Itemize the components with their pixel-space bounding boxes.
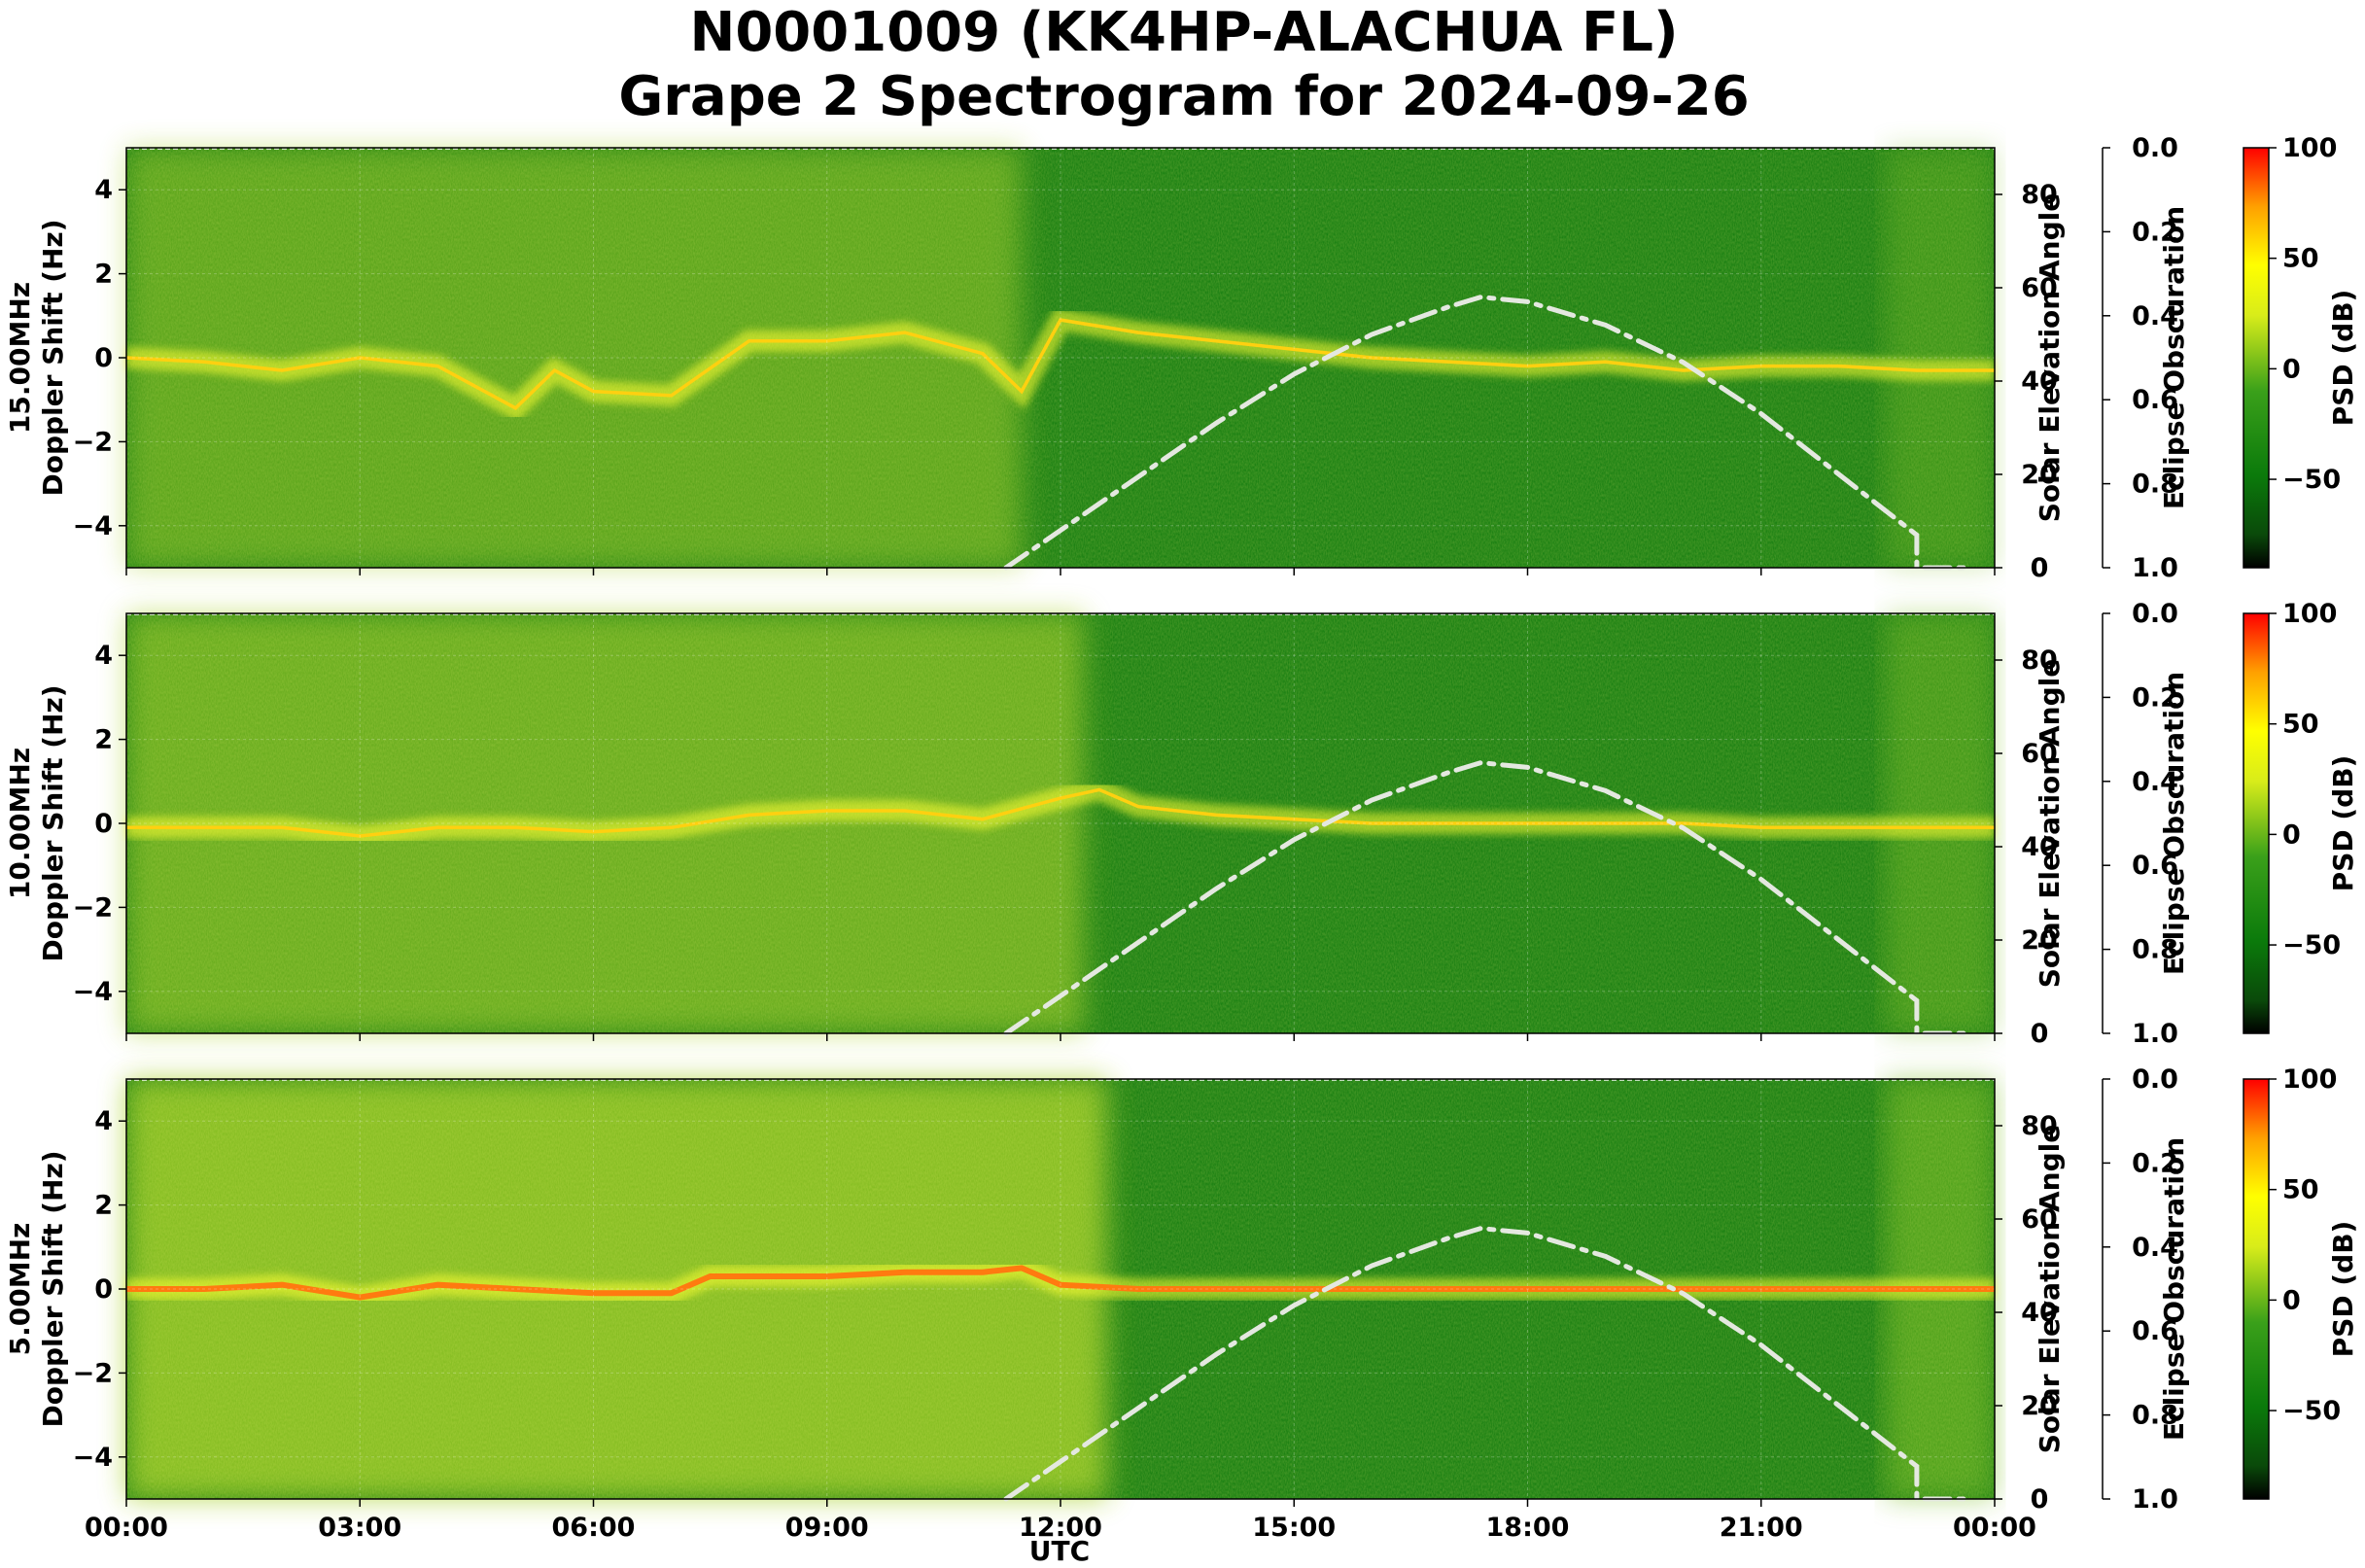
colorbar [2243,1078,2270,1500]
eclipse-tick-label: 0.4 [2132,1233,2178,1263]
colorbar-tick-label: 0 [2282,819,2301,850]
colorbar [2243,147,2270,569]
solar-tick-label: 0 [2031,1484,2049,1515]
x-tick-label: 21:00 [1720,1513,1803,1543]
y-tick-label: 0 [94,343,113,373]
y-tick-label: −2 [73,427,113,457]
eclipse-tick-label: 0.0 [2132,133,2178,163]
solar-elevation-curve [1003,760,1966,1036]
eclipse-tick-label: 0.8 [2132,470,2178,500]
solar-elevation-curve [1003,295,1966,571]
x-tick-label: 00:00 [1953,1513,2036,1543]
x-tick-label: 18:00 [1486,1513,1570,1543]
eclipse-tick-label: 0.6 [2132,385,2178,415]
solar-tick-label: 80 [2021,645,2058,676]
y-axis-label-frequency: 5.00MHz [4,1223,36,1356]
colorbar-tick-label: 0 [2282,354,2301,384]
eclipse-tick-label: 0.2 [2132,217,2178,247]
y-tick-label: −4 [73,511,113,541]
y-tick-label: −2 [73,892,113,923]
chart-title-line2: Grape 2 Spectrogram for 2024-09-26 [618,65,1749,128]
eclipse-tick-label: 0.0 [2132,599,2178,629]
colorbar-tick-label: 100 [2282,599,2337,629]
colorbar-tick-label: 0 [2282,1285,2301,1315]
eclipse-tick-label: 0.6 [2132,1316,2178,1346]
x-axis-label: UTC [1029,1535,1090,1567]
eclipse-tick-label: 1.0 [2132,553,2178,583]
eclipse-tick-label: 0.8 [2132,935,2178,965]
colorbar-label: PSD (dB) [2327,755,2359,892]
solar-tick-label: 0 [2031,1019,2049,1049]
eclipse-obscuration-label: Eclipse Obscuration [2158,672,2190,975]
eclipse-tick-label: 1.0 [2132,1019,2178,1049]
doppler-trace [125,318,1995,410]
eclipse-obscuration-label: Eclipse Obscuration [2158,206,2190,509]
solar-tick-label: 40 [2021,366,2058,397]
eclipse-tick-label: 0.2 [2132,682,2178,713]
colorbar-label: PSD (dB) [2327,290,2359,427]
solar-elevation-label: Solar Elevation Angle [2034,659,2066,988]
solar-tick-label: 80 [2021,180,2058,210]
eclipse-tick-label: 0.6 [2132,851,2178,881]
colorbar-tick-label: 100 [2282,133,2337,163]
solar-tick-label: 40 [2021,1298,2058,1328]
solar-tick-label: 60 [2021,273,2058,303]
solar-tick-label: 60 [2021,739,2058,769]
x-tick-label: 00:00 [85,1513,168,1543]
y-tick-label: 4 [94,175,113,205]
eclipse-tick-label: 0.2 [2132,1148,2178,1178]
x-tick-label: 06:00 [552,1513,636,1543]
solar-tick-label: 40 [2021,832,2058,862]
y-tick-label: −4 [73,977,113,1007]
colorbar-label: PSD (dB) [2327,1221,2359,1358]
doppler-trace [126,1265,1995,1301]
x-tick-label: 09:00 [785,1513,869,1543]
y-tick-label: −4 [73,1443,113,1473]
colorbar-tick-label: −50 [2282,930,2341,960]
colorbar [2243,612,2270,1034]
panel-1: −4 −2 0 2 4 10.00MHz Doppler Shift (Hz) 0 20 40 60… [4,599,2359,1049]
solar-tick-label: 20 [2021,925,2058,956]
colorbar-tick-label: −50 [2282,1396,2341,1426]
solar-tick-label: 0 [2031,553,2049,583]
solar-tick-label: 20 [2021,460,2058,490]
eclipse-tick-label: 1.0 [2132,1484,2178,1515]
x-tick-label: 12:00 [1019,1513,1102,1543]
y-axis-label: Doppler Shift (Hz) [37,1150,69,1427]
y-axis-label: Doppler Shift (Hz) [37,684,69,961]
eclipse-tick-label: 0.4 [2132,767,2178,797]
y-tick-label: 2 [94,260,113,290]
y-tick-label: 4 [94,1106,113,1136]
y-tick-label: 0 [94,1274,113,1305]
solar-tick-label: 80 [2021,1111,2058,1141]
solar-elevation-curve [1003,1226,1966,1502]
solar-tick-label: 20 [2021,1391,2058,1421]
colorbar-tick-label: −50 [2282,465,2341,495]
panel-0: −4 −2 0 2 4 15.00MHz Doppler Shift (Hz) 0 20 40 60… [4,133,2359,583]
panel-2: −4 −2 0 2 4 5.00MHz Doppler Shift (Hz) 0 20 40 60 8… [4,1064,2359,1543]
y-tick-label: 0 [94,809,113,839]
x-tick-label: 03:00 [318,1513,401,1543]
x-tick-label: 15:00 [1252,1513,1336,1543]
colorbar-tick-label: 50 [2282,244,2319,274]
colorbar-tick-label: 50 [2282,710,2319,740]
y-axis-label: Doppler Shift (Hz) [37,219,69,496]
y-tick-label: 4 [94,641,113,671]
eclipse-tick-label: 0.8 [2132,1401,2178,1431]
eclipse-obscuration-label: Eclipse Obscuration [2158,1137,2190,1441]
y-tick-label: 2 [94,725,113,755]
solar-elevation-label: Solar Elevation Angle [2034,193,2066,522]
eclipse-tick-label: 0.4 [2132,301,2178,331]
y-tick-label: −2 [73,1358,113,1388]
y-tick-label: 2 [94,1191,113,1221]
colorbar-tick-label: 50 [2282,1175,2319,1205]
solar-tick-label: 60 [2021,1204,2058,1235]
eclipse-tick-label: 0.0 [2132,1064,2178,1095]
solar-elevation-label: Solar Elevation Angle [2034,1125,2066,1453]
colorbar-tick-label: 100 [2282,1064,2337,1095]
chart-title-line1: N0001009 (KK4HP-ALACHUA FL) [689,1,1678,64]
y-axis-label-frequency: 10.00MHz [4,748,36,899]
y-axis-label-frequency: 15.00MHz [4,282,36,434]
